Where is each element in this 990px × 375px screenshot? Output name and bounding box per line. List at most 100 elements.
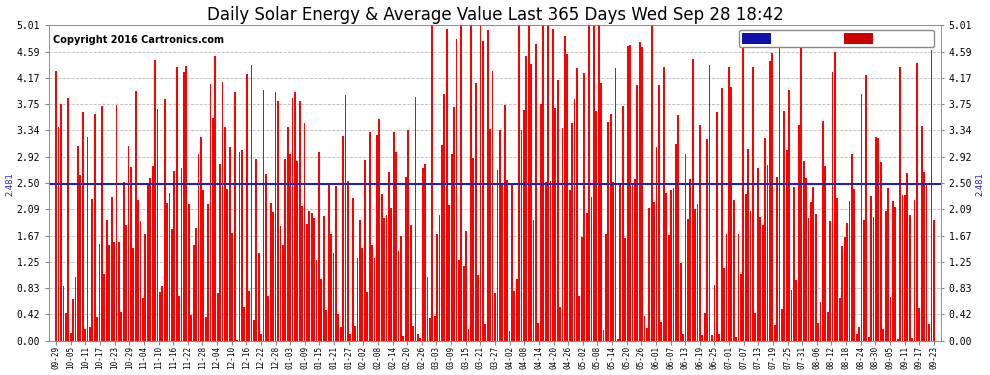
Bar xyxy=(212,118,214,341)
Bar xyxy=(687,219,689,341)
Bar xyxy=(714,285,716,341)
Bar xyxy=(672,188,674,341)
Bar xyxy=(559,308,561,341)
Bar xyxy=(255,159,257,341)
Bar xyxy=(646,328,647,341)
Bar xyxy=(159,292,160,341)
Bar xyxy=(222,82,224,341)
Bar xyxy=(86,138,88,341)
Text: 2.481: 2.481 xyxy=(975,172,984,196)
Bar xyxy=(477,275,479,341)
Bar xyxy=(843,237,845,341)
Bar xyxy=(642,47,643,341)
Bar xyxy=(123,182,125,341)
Bar xyxy=(837,198,839,341)
Text: 2.481: 2.481 xyxy=(6,172,15,196)
Bar xyxy=(839,298,841,341)
Bar xyxy=(313,218,315,341)
Bar xyxy=(774,325,775,341)
Bar xyxy=(880,162,882,341)
Bar xyxy=(610,114,612,341)
Bar xyxy=(424,164,426,341)
Bar xyxy=(427,277,429,341)
Bar xyxy=(699,125,701,341)
Bar xyxy=(400,236,402,341)
Bar xyxy=(89,327,91,341)
Bar xyxy=(615,68,617,341)
Bar xyxy=(420,338,421,341)
Bar xyxy=(569,190,570,341)
Bar xyxy=(521,130,523,341)
Title: Daily Solar Energy & Average Value Last 365 Days Wed Sep 28 18:42: Daily Solar Energy & Average Value Last … xyxy=(207,6,783,24)
Bar xyxy=(106,220,108,341)
Bar xyxy=(566,54,568,341)
Bar xyxy=(450,154,452,341)
Bar xyxy=(796,280,797,341)
Bar xyxy=(405,177,407,341)
Bar xyxy=(848,201,850,341)
Bar xyxy=(834,53,836,341)
Bar xyxy=(489,129,491,341)
Bar xyxy=(345,94,346,341)
Bar xyxy=(516,279,518,341)
Bar xyxy=(667,235,669,341)
Bar xyxy=(851,154,852,341)
Bar xyxy=(675,144,677,341)
Bar xyxy=(754,314,756,341)
Bar xyxy=(484,324,486,341)
Bar xyxy=(455,39,457,341)
Bar xyxy=(887,188,889,341)
Bar xyxy=(415,97,417,341)
Bar xyxy=(634,179,636,341)
Bar xyxy=(198,154,199,341)
Bar xyxy=(890,297,891,341)
Bar xyxy=(326,310,327,341)
Bar xyxy=(573,99,575,341)
Bar xyxy=(299,101,301,341)
Bar xyxy=(885,211,886,341)
Bar xyxy=(65,313,66,341)
Bar xyxy=(412,326,414,341)
Bar xyxy=(338,314,340,341)
Bar xyxy=(650,25,652,341)
Bar xyxy=(470,25,472,341)
Bar xyxy=(128,146,130,341)
Bar xyxy=(151,166,153,341)
Bar xyxy=(77,146,79,341)
Bar xyxy=(902,195,904,341)
Bar xyxy=(57,127,59,341)
Bar xyxy=(244,307,246,341)
Bar xyxy=(118,242,120,341)
Bar xyxy=(591,197,592,341)
Bar xyxy=(407,130,409,341)
Bar xyxy=(581,237,583,341)
Bar xyxy=(825,166,827,341)
Bar xyxy=(663,67,664,341)
Bar xyxy=(931,50,933,341)
Bar xyxy=(55,71,57,341)
Bar xyxy=(145,234,147,341)
Bar xyxy=(533,219,535,341)
Bar xyxy=(644,316,645,341)
Bar xyxy=(74,277,76,341)
Bar xyxy=(91,199,93,341)
Bar xyxy=(721,88,723,341)
Bar xyxy=(617,339,619,341)
Bar xyxy=(239,152,241,341)
Bar xyxy=(94,114,96,341)
Bar xyxy=(113,242,115,341)
Bar xyxy=(680,263,681,341)
Bar xyxy=(227,189,229,341)
Bar xyxy=(892,201,894,341)
Bar xyxy=(390,208,392,341)
Bar xyxy=(492,71,493,341)
Bar xyxy=(241,150,243,341)
Bar xyxy=(388,172,390,341)
Bar xyxy=(262,90,264,341)
Bar xyxy=(865,75,867,341)
Bar xyxy=(593,25,595,341)
Bar xyxy=(250,65,252,341)
Bar xyxy=(600,83,602,341)
Bar xyxy=(180,168,182,341)
Bar xyxy=(289,154,291,341)
